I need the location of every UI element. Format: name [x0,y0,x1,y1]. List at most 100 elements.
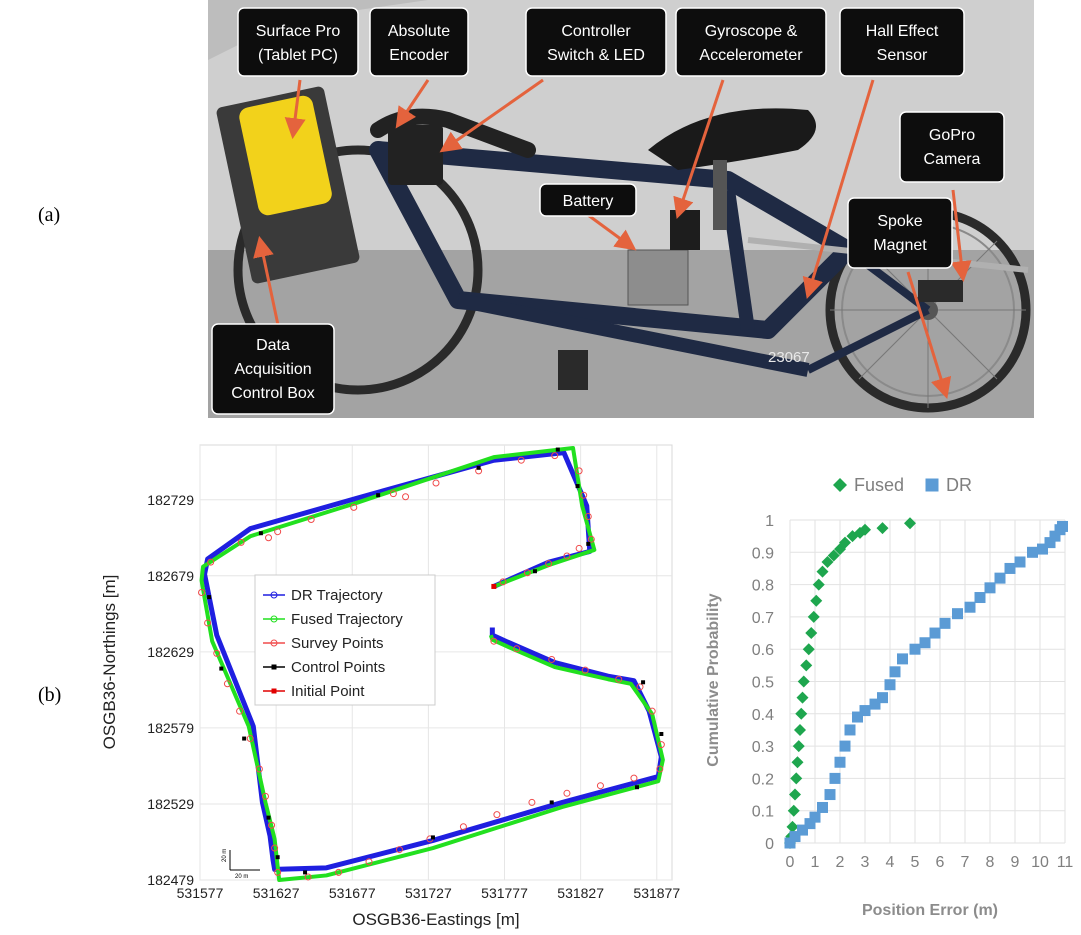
dr-cdf-point [844,724,856,736]
survey-points-marker [587,535,595,543]
dr-cdf-point [877,692,888,704]
x-tick-label: 531827 [557,885,604,901]
dr-cdf-point [884,679,896,691]
survey-points-marker [237,538,245,546]
pedal [558,350,588,390]
legend-marker [271,664,277,670]
survey-points-marker [563,789,571,797]
fused-cdf-point [859,523,871,536]
dr-cdf-point [974,592,986,604]
y-tick-label: 0.5 [752,675,774,692]
dr-cdf-point [817,801,828,813]
dr-cdf-point [869,698,881,710]
dr-cdf-point [804,818,816,830]
x-tick-label: 531677 [329,885,376,901]
panel-label-b: (b) [38,684,62,706]
callout-text: Battery [563,193,614,210]
control-points-marker [266,815,271,820]
callout-text: Gyroscope & [705,23,798,40]
callout-hall-effect: Hall Effect Sensor [839,7,965,77]
fused-cdf-point [802,643,815,656]
y-tick-label: 0.7 [752,610,774,627]
cdf-chart: 0 1 2 3 4 5 6 7 8 9 10 1100.10.20.30.40.50.60.70.80… [705,475,1073,919]
y-tick-label: 182529 [147,796,194,812]
survey-points-marker [548,655,556,663]
callout-text: Data [256,337,290,354]
battery-pack [627,249,689,306]
fused-cdf-point [807,610,820,623]
x-tick-label: 4 [886,854,895,871]
fused-cdf-point [796,691,809,704]
fused-cdf-point [876,522,889,535]
legend-label: Control Points [291,659,385,676]
y-tick-label: 0.4 [752,707,774,724]
callout-text: Camera [924,151,981,168]
dr-cdf-point [919,637,931,649]
survey-points-marker [223,680,231,688]
fused-cdf-point [789,788,801,801]
survey-points-marker [268,821,276,829]
survey-points-marker [350,503,358,511]
y-tick-label: 0.3 [752,739,774,756]
survey-points-marker [656,765,664,773]
y-tick-label: 0.2 [752,771,774,788]
scale-bar-y-label: 20 m [222,849,228,862]
callout-gyroscope: Gyroscope & Accelerometer [675,7,827,77]
x-tick-label: 3 [861,854,870,871]
callout-gopro: GoPro Camera [899,111,1005,183]
fused-cdf-point [786,820,799,833]
legend-marker [271,688,277,694]
legend-marker [833,478,847,492]
fused-cdf-point [794,723,806,736]
survey-points-marker [402,493,410,501]
y-tick-label: 0.6 [752,642,774,659]
dr-cdf-point [889,666,901,678]
survey-points-marker [274,528,282,536]
survey-points-marker [432,479,440,487]
survey-points-marker [236,707,244,715]
x-tick-label: 2 [836,854,845,871]
x-tick-label: 531777 [481,885,528,901]
dr-cdf-point [1044,537,1056,549]
initial-point-marker [491,583,497,589]
x-tick-label: 10 [1031,854,1049,871]
trajectory-legend: DR Trajectory Fused Trajectory Survey Poin… [254,574,436,706]
fused-trajectory-line [199,446,665,882]
callout-daq-box: Data Acquisition Control Box [211,323,335,415]
survey-points-marker [198,589,206,597]
callout-absolute-encoder: Absolute Encoder [369,7,469,77]
control-points-marker [586,541,591,546]
y-tick-label: 0.8 [752,578,774,595]
survey-points-marker [459,823,467,831]
dr-cdf-point [1049,530,1061,542]
fused-cdf-point [854,526,866,539]
survey-points-marker [304,873,312,881]
x-tick-label: 6 [936,854,945,871]
callout-text: Spoke [877,213,922,230]
legend-marker [925,478,939,492]
trajectory-y-axis-label: OSGB36-Northings [m] [100,575,119,750]
survey-points-marker [513,645,521,653]
x-tick-label: 531727 [405,885,452,901]
dr-cdf-point [1004,562,1016,574]
dr-cdf-point [897,653,908,665]
survey-points-marker [335,868,343,876]
callout-text: Encoder [389,47,449,64]
survey-points-marker [274,868,282,876]
dr-cdf-point [789,831,801,843]
y-tick-label: 1 [765,513,774,530]
panel-label-a: (a) [38,204,61,226]
y-tick-label: 182629 [147,644,194,660]
dr-cdf-point [859,705,871,717]
survey-points-marker [213,649,221,657]
fused-cdf-point [805,627,818,640]
survey-points-marker [265,534,273,542]
survey-points-marker [207,558,215,566]
callout-text: Accelerometer [699,47,803,64]
legend-label: DR [946,475,972,495]
survey-points-marker [657,741,665,749]
x-tick-label: 7 [961,854,970,871]
dr-cdf-point [852,711,863,723]
callout-text: (Tablet PC) [258,47,338,64]
callout-text: Magnet [873,237,927,254]
